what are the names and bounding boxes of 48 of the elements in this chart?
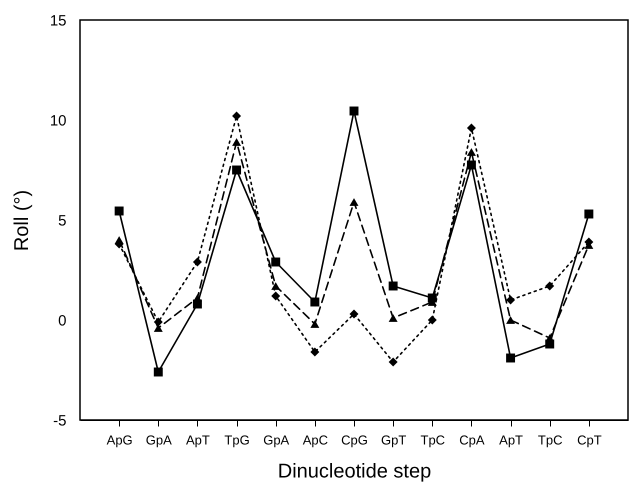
point [271, 258, 280, 266]
point [154, 318, 163, 326]
y-tick-label: -5 [53, 412, 66, 430]
x-tick-label: GpA [263, 432, 290, 448]
x-tick-label: CpT [577, 432, 602, 448]
point [271, 282, 280, 290]
point [506, 316, 516, 324]
x-tick-label: CpA [459, 432, 485, 448]
point [350, 198, 358, 206]
point [350, 310, 358, 318]
point [192, 258, 202, 266]
point [154, 368, 163, 376]
point [545, 334, 554, 342]
point [310, 298, 320, 306]
x-tick-label: ApT [186, 432, 210, 448]
x-tick-label: ApC [302, 432, 328, 448]
x-tick-label: CpG [341, 432, 368, 448]
point [232, 138, 242, 146]
x-tick-label: TpC [538, 432, 562, 448]
point [506, 296, 516, 304]
y-tick-label: 10 [50, 112, 66, 130]
x-tick-label: ApG [106, 432, 133, 448]
y-axis-title: Roll (°) [10, 190, 33, 252]
point [388, 314, 398, 322]
x-tick-label: GpA [146, 432, 172, 448]
x-axis-title: Dinucleotide step [278, 460, 432, 482]
point [232, 112, 242, 120]
point [388, 358, 398, 366]
y-tick-label: 15 [50, 12, 66, 30]
point [428, 316, 437, 324]
point [584, 210, 594, 218]
point [388, 282, 398, 290]
point [466, 124, 476, 132]
point [271, 292, 280, 300]
point [310, 348, 320, 356]
y-tick-label: 0 [58, 312, 66, 330]
point [506, 354, 516, 362]
y-tick-label: 5 [58, 212, 66, 230]
x-tick-label: ApT [499, 432, 524, 448]
point [466, 148, 476, 156]
point [310, 320, 320, 328]
point [232, 166, 242, 174]
point [350, 106, 358, 116]
x-tick-label: TpC [420, 432, 446, 448]
point [114, 206, 124, 216]
x-tick-label: TpG [224, 432, 250, 448]
point [545, 282, 554, 290]
x-tick-label: GpT [380, 432, 406, 448]
